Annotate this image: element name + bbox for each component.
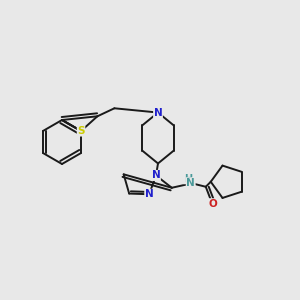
- Text: N: N: [145, 189, 154, 199]
- Text: N: N: [154, 107, 162, 118]
- Text: H: H: [184, 174, 192, 184]
- Text: S: S: [77, 126, 85, 136]
- Text: O: O: [208, 199, 217, 209]
- Text: N: N: [186, 178, 195, 188]
- Text: N: N: [152, 170, 160, 181]
